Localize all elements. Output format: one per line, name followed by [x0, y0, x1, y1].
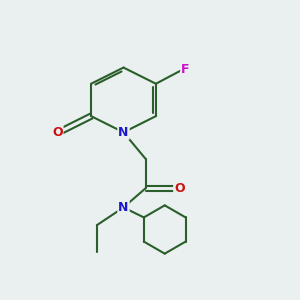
Text: F: F [181, 62, 190, 76]
Text: N: N [118, 201, 129, 214]
Text: O: O [174, 182, 185, 195]
Text: N: N [118, 126, 129, 139]
Text: O: O [52, 126, 63, 139]
